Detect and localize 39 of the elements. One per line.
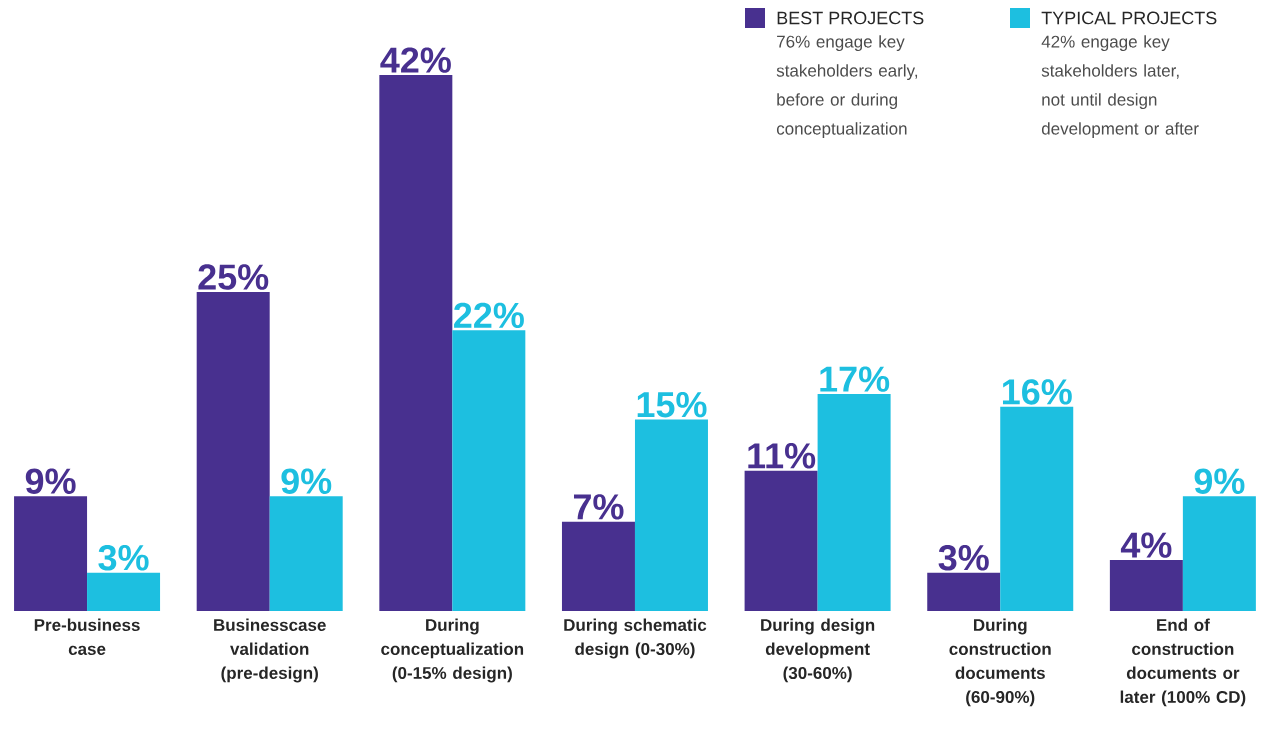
bar — [927, 572, 1001, 611]
x-tick-label: During schematic design (0-30%) — [564, 618, 707, 659]
bar — [87, 572, 161, 611]
data-label: 25% — [198, 264, 269, 290]
x-tick-label: During conceptualization (0-15% design) — [381, 618, 524, 683]
data-label: 16% — [1002, 379, 1072, 405]
bar — [196, 291, 270, 611]
bar — [561, 521, 635, 611]
data-label: 17% — [820, 366, 890, 392]
x-tick-label: End of construction documents or later (100% CD) — [1120, 618, 1246, 707]
bar — [1182, 496, 1256, 611]
data-label: 9% — [1194, 468, 1245, 494]
bar — [744, 470, 818, 611]
data-label: 7% — [573, 494, 624, 520]
data-label: 11% — [748, 443, 816, 469]
legend-label: TYPICAL PROJECTS — [1041, 11, 1217, 25]
bar — [14, 496, 88, 611]
bar — [1109, 559, 1183, 611]
bar — [269, 496, 343, 611]
data-label: 15% — [637, 391, 707, 418]
legend-label: BEST PROJECTS — [777, 11, 924, 25]
annotation: 42% engage key stakeholders later, not until design development or after — [1041, 35, 1199, 139]
data-label: 22% — [454, 302, 524, 329]
bar — [452, 330, 526, 611]
x-tick-label: Businesscase validation (pre-design) — [214, 618, 326, 683]
data-label: 3% — [938, 544, 989, 571]
data-label: 42% — [380, 47, 451, 73]
bar — [379, 75, 453, 611]
annotation: 76% engage key stakeholders early, before or during conceptualization — [776, 35, 918, 139]
x-tick-label: During construction documents (60-90%) — [949, 618, 1051, 707]
data-label: 9% — [25, 468, 76, 494]
bar — [817, 394, 891, 611]
data-label: 3% — [98, 544, 149, 571]
data-label: 9% — [281, 468, 332, 494]
x-tick-label: Pre-business case — [34, 618, 140, 656]
bar — [634, 419, 708, 611]
x-tick-label: During design development (30-60%) — [761, 618, 875, 683]
bar — [1000, 406, 1074, 611]
data-label: 4% — [1120, 532, 1172, 558]
